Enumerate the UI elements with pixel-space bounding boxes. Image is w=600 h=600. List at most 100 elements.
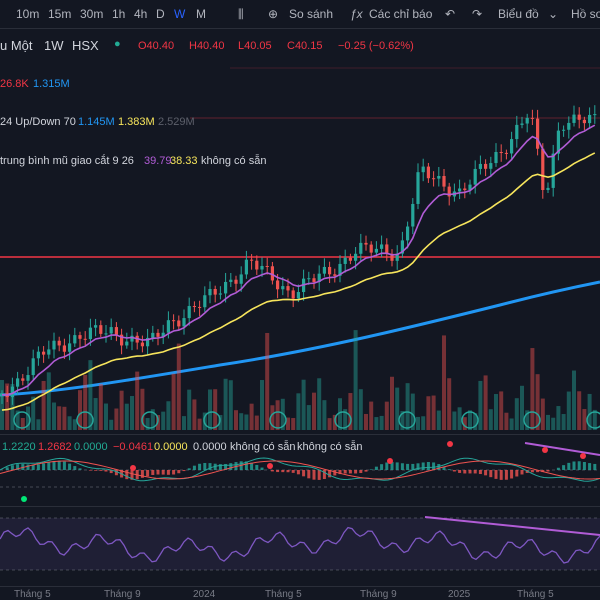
candle-body <box>374 248 378 253</box>
macd-hist <box>36 464 40 470</box>
volume-bar <box>218 415 223 430</box>
candle-body <box>36 351 40 359</box>
interval-button[interactable]: 4h <box>134 7 148 21</box>
event-icon <box>398 411 416 429</box>
candle-body <box>198 306 202 308</box>
candle-body <box>442 175 446 187</box>
candle-body <box>468 184 472 191</box>
candle-body <box>120 334 124 346</box>
candle-body <box>208 288 212 296</box>
interval-button[interactable]: M <box>196 7 206 21</box>
macd-hist <box>473 470 477 474</box>
compare-button[interactable]: So sánh <box>289 7 334 21</box>
candle-body <box>52 340 56 350</box>
low: L40.05 <box>238 40 272 52</box>
indicators-button[interactable]: Các chỉ báo <box>369 7 433 21</box>
macd-hist <box>562 465 566 470</box>
volume-bar <box>234 410 238 430</box>
indicator-icon[interactable]: ƒx <box>350 7 363 21</box>
candle-body <box>312 278 316 283</box>
candle-body <box>515 124 519 140</box>
macd-hist <box>515 470 519 477</box>
macd-hist <box>437 464 441 470</box>
macd-hist <box>510 470 514 479</box>
volume-bar <box>20 417 25 430</box>
macd-hist <box>31 464 35 470</box>
candle-body <box>255 260 259 270</box>
volume-bar <box>416 416 420 430</box>
high: H40.40 <box>189 40 225 52</box>
volume-bar <box>130 396 134 430</box>
candle-body <box>291 290 295 299</box>
macd-hist <box>78 468 82 470</box>
candle-body <box>369 244 373 253</box>
volume-bar <box>57 406 62 430</box>
macd-hist <box>151 470 155 476</box>
exchange: HSX <box>72 38 99 53</box>
ema-fast <box>1 124 596 396</box>
indicator-name: 24 Up/Down 70 <box>0 116 76 128</box>
volume-bar <box>176 343 181 430</box>
signal-line <box>0 460 600 480</box>
cross-dot <box>387 458 393 464</box>
interval-button[interactable]: 30m <box>80 7 104 21</box>
macd-hist <box>520 470 524 475</box>
candle-body <box>333 274 337 276</box>
volume-bar <box>88 360 93 430</box>
macd-hist <box>312 470 316 480</box>
macd-hist <box>166 470 170 475</box>
volume-bar <box>239 413 244 430</box>
volume-bar <box>254 415 259 430</box>
candle-body <box>146 337 150 347</box>
candle-body <box>26 375 30 381</box>
volume-bar <box>208 389 212 430</box>
candle-body <box>588 114 592 124</box>
ma-long <box>0 280 600 397</box>
macd-hist <box>47 461 51 470</box>
redo-button[interactable]: ↷ <box>472 7 483 21</box>
macd-hist <box>99 470 103 471</box>
volume-bar <box>296 393 301 430</box>
cross-dot <box>447 441 453 447</box>
macd-hist <box>125 470 129 480</box>
chart-menu[interactable]: Biểu đồ <box>498 7 539 21</box>
volume-bar <box>442 335 446 430</box>
candle-body <box>286 286 290 291</box>
volume-bar <box>62 406 67 430</box>
interval-button[interactable]: 10m <box>16 7 40 21</box>
interval-button[interactable]: 15m <box>48 7 72 21</box>
volume-bar <box>119 390 124 430</box>
candle-body <box>546 187 550 191</box>
candle-body <box>57 340 61 346</box>
macd-hist <box>541 470 545 473</box>
volume-bar <box>561 414 566 430</box>
candle-body <box>577 114 581 120</box>
macd-hist <box>478 470 482 475</box>
volume-bar <box>525 410 530 430</box>
interval-button[interactable]: W <box>174 7 186 21</box>
volume-bar <box>317 378 322 430</box>
indicator-value: 2.529M <box>158 116 195 128</box>
candle-body <box>458 188 462 192</box>
candle-body <box>104 333 108 335</box>
volume-bar <box>72 419 77 430</box>
undo-button[interactable]: ↶ <box>445 7 456 21</box>
candle-icon[interactable]: ⫼ <box>238 7 244 21</box>
chart-menu-caret[interactable]: ⌄ <box>548 7 559 21</box>
volume-bar <box>150 409 155 430</box>
event-icon <box>13 411 31 429</box>
volume-bar <box>192 399 197 430</box>
profile-menu[interactable]: Hồ sơ <box>571 7 600 21</box>
interval-button[interactable]: D <box>156 7 165 21</box>
macd-hist <box>421 462 425 470</box>
volume-bar <box>447 378 452 430</box>
macd-hist <box>572 461 576 470</box>
candle-body <box>499 151 503 153</box>
interval-button[interactable]: 1h <box>112 7 126 21</box>
volume-bar <box>462 417 467 430</box>
event-icon <box>586 411 600 429</box>
event-icon <box>269 411 287 429</box>
macd-hist <box>582 461 586 470</box>
volume-bar <box>249 403 254 430</box>
compare-icon[interactable]: ⊕ <box>268 7 279 21</box>
